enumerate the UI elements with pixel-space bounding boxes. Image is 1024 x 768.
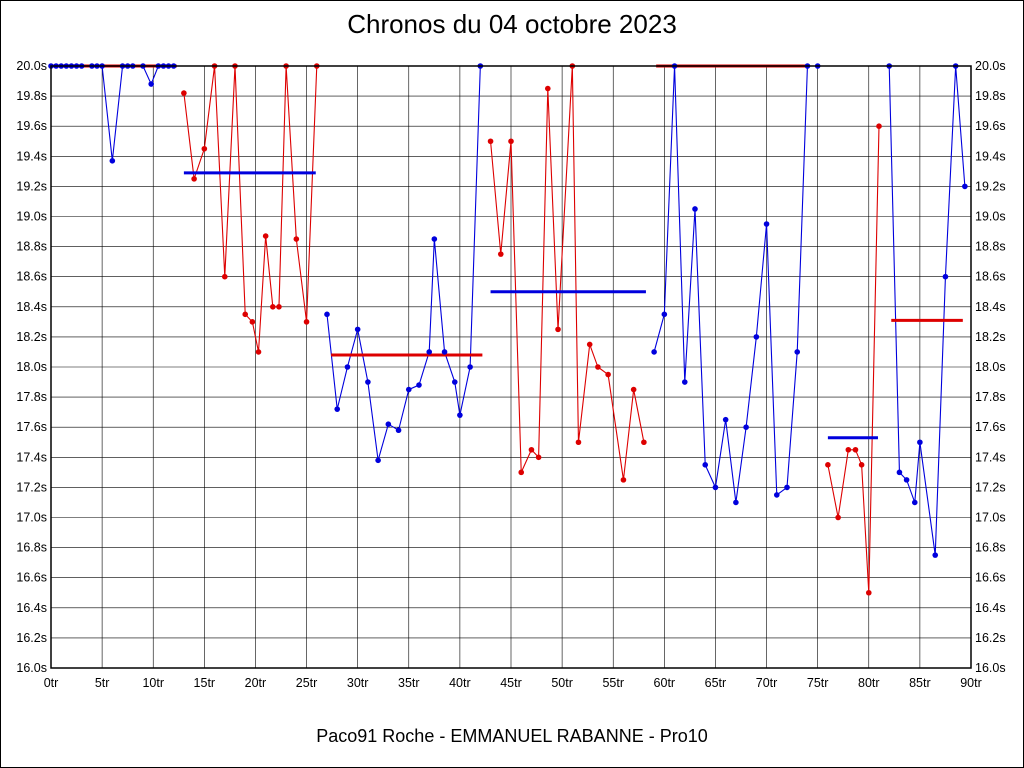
x-tick-label: 15tr: [194, 676, 216, 690]
x-tick-label: 30tr: [347, 676, 369, 690]
y-tick-label-right: 17.4s: [975, 450, 1006, 464]
y-tick-label-right: 18.4s: [975, 300, 1006, 314]
y-tick-label-left: 18.6s: [16, 270, 47, 284]
x-tick-label: 0tr: [44, 676, 59, 690]
y-tick-label-right: 20.0s: [975, 59, 1006, 73]
x-tick-label: 85tr: [909, 676, 931, 690]
y-tick-label-left: 16.0s: [16, 661, 47, 675]
y-tick-label-right: 16.0s: [975, 661, 1006, 675]
x-tick-label: 5tr: [95, 676, 110, 690]
y-tick-label-left: 19.6s: [16, 119, 47, 133]
x-tick-label: 55tr: [602, 676, 624, 690]
y-tick-label-right: 19.2s: [975, 179, 1006, 193]
x-tick-label: 35tr: [398, 676, 420, 690]
y-tick-label-right: 18.8s: [975, 240, 1006, 254]
y-tick-label-left: 17.4s: [16, 450, 47, 464]
y-tick-label-left: 19.8s: [16, 89, 47, 103]
chart-footer: Paco91 Roche - EMMANUEL RABANNE - Pro10: [316, 726, 708, 746]
y-tick-label-right: 16.6s: [975, 571, 1006, 585]
x-tick-label: 10tr: [142, 676, 164, 690]
x-tick-label: 70tr: [756, 676, 778, 690]
y-tick-label-right: 17.6s: [975, 420, 1006, 434]
y-tick-label-right: 19.6s: [975, 119, 1006, 133]
y-tick-label-right: 16.8s: [975, 541, 1006, 555]
y-tick-label-left: 16.6s: [16, 571, 47, 585]
y-tick-label-left: 20.0s: [16, 59, 47, 73]
markers-blue: [48, 63, 968, 558]
x-tick-label: 80tr: [858, 676, 880, 690]
y-tick-label-left: 19.0s: [16, 210, 47, 224]
y-tick-label-left: 17.8s: [16, 390, 47, 404]
y-tick-label-right: 16.2s: [975, 631, 1006, 645]
chart-title: Chronos du 04 octobre 2023: [347, 9, 677, 39]
y-tick-label-right: 16.4s: [975, 601, 1006, 615]
y-tick-label-left: 16.8s: [16, 541, 47, 555]
y-tick-label-right: 19.8s: [975, 89, 1006, 103]
y-tick-label-right: 18.6s: [975, 270, 1006, 284]
markers-red: [181, 63, 882, 596]
plot-border: [50, 65, 972, 669]
y-tick-label-right: 19.0s: [975, 210, 1006, 224]
series-blue: [51, 65, 966, 556]
y-tick-label-left: 18.4s: [16, 300, 47, 314]
y-tick-label-right: 17.0s: [975, 511, 1006, 525]
y-tick-label-left: 18.8s: [16, 240, 47, 254]
x-tick-label: 90tr: [960, 676, 982, 690]
y-tick-label-right: 17.8s: [975, 390, 1006, 404]
y-tick-label-right: 18.0s: [975, 360, 1006, 374]
x-tick-label: 75tr: [807, 676, 829, 690]
x-tick-label: 25tr: [296, 676, 318, 690]
y-tick-label-left: 19.4s: [16, 149, 47, 163]
series-red: [183, 65, 880, 593]
y-tick-label-left: 17.0s: [16, 511, 47, 525]
x-tick-label: 60tr: [654, 676, 676, 690]
y-tick-label-right: 17.2s: [975, 480, 1006, 494]
y-tick-label-left: 17.2s: [16, 480, 47, 494]
y-tick-label-left: 18.2s: [16, 330, 47, 344]
x-tick-label: 20tr: [245, 676, 267, 690]
y-tick-label-left: 18.0s: [16, 360, 47, 374]
axis-labels: 20.0s 20.0s 19.8s 19.8s 19.6s 19.6s 19.4s 19.4s…: [16, 59, 1005, 690]
x-tick-label: 45tr: [500, 676, 522, 690]
y-tick-label-left: 16.4s: [16, 601, 47, 615]
y-tick-label-left: 16.2s: [16, 631, 47, 645]
y-tick-label-right: 19.4s: [975, 149, 1006, 163]
x-tick-label: 50tr: [551, 676, 573, 690]
y-tick-label-right: 18.2s: [975, 330, 1006, 344]
y-tick-label-left: 19.2s: [16, 179, 47, 193]
x-tick-label: 65tr: [705, 676, 727, 690]
x-tick-label: 40tr: [449, 676, 471, 690]
y-tick-label-left: 17.6s: [16, 420, 47, 434]
